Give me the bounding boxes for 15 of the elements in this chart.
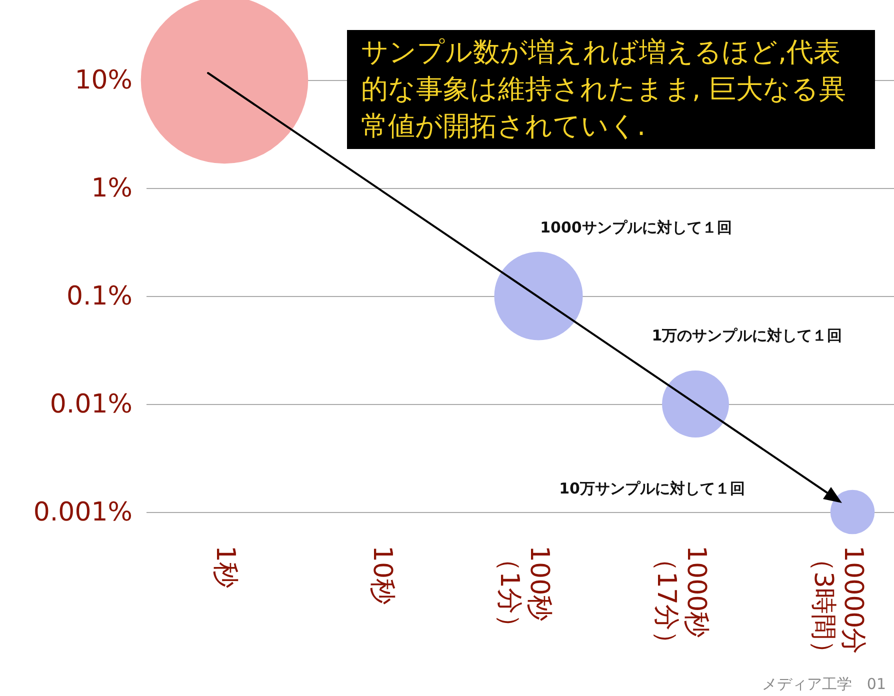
text: メディア工学 01 (762, 675, 886, 694)
x-tick-label: 10000分（3時間） (808, 546, 868, 666)
y-tick-label: 10% (74, 66, 132, 96)
x-tick-label: 1秒 (210, 546, 240, 588)
annotation: 1万のサンプルに対して１回 (652, 326, 842, 346)
annotation: 10万サンプルに対して１回 (559, 480, 745, 498)
annotation: 1000サンプルに対して１回 (540, 218, 732, 238)
y-tick-label: 1% (91, 174, 132, 204)
y-tick-label: 0.1% (66, 282, 132, 312)
y-tick-label: 0.01% (50, 390, 132, 420)
x-tick-label: 1000秒（17分） (651, 546, 711, 657)
annotation: サンプル数が増えれば増えるほど,代表的な事象は維持されたまま, 巨大なる異常値が開拓されていく. (347, 30, 875, 149)
x-tick-label: 100秒（1分） (494, 546, 554, 640)
y-tick-label: 0.001% (33, 498, 132, 528)
x-tick-label: 10秒 (367, 546, 397, 605)
